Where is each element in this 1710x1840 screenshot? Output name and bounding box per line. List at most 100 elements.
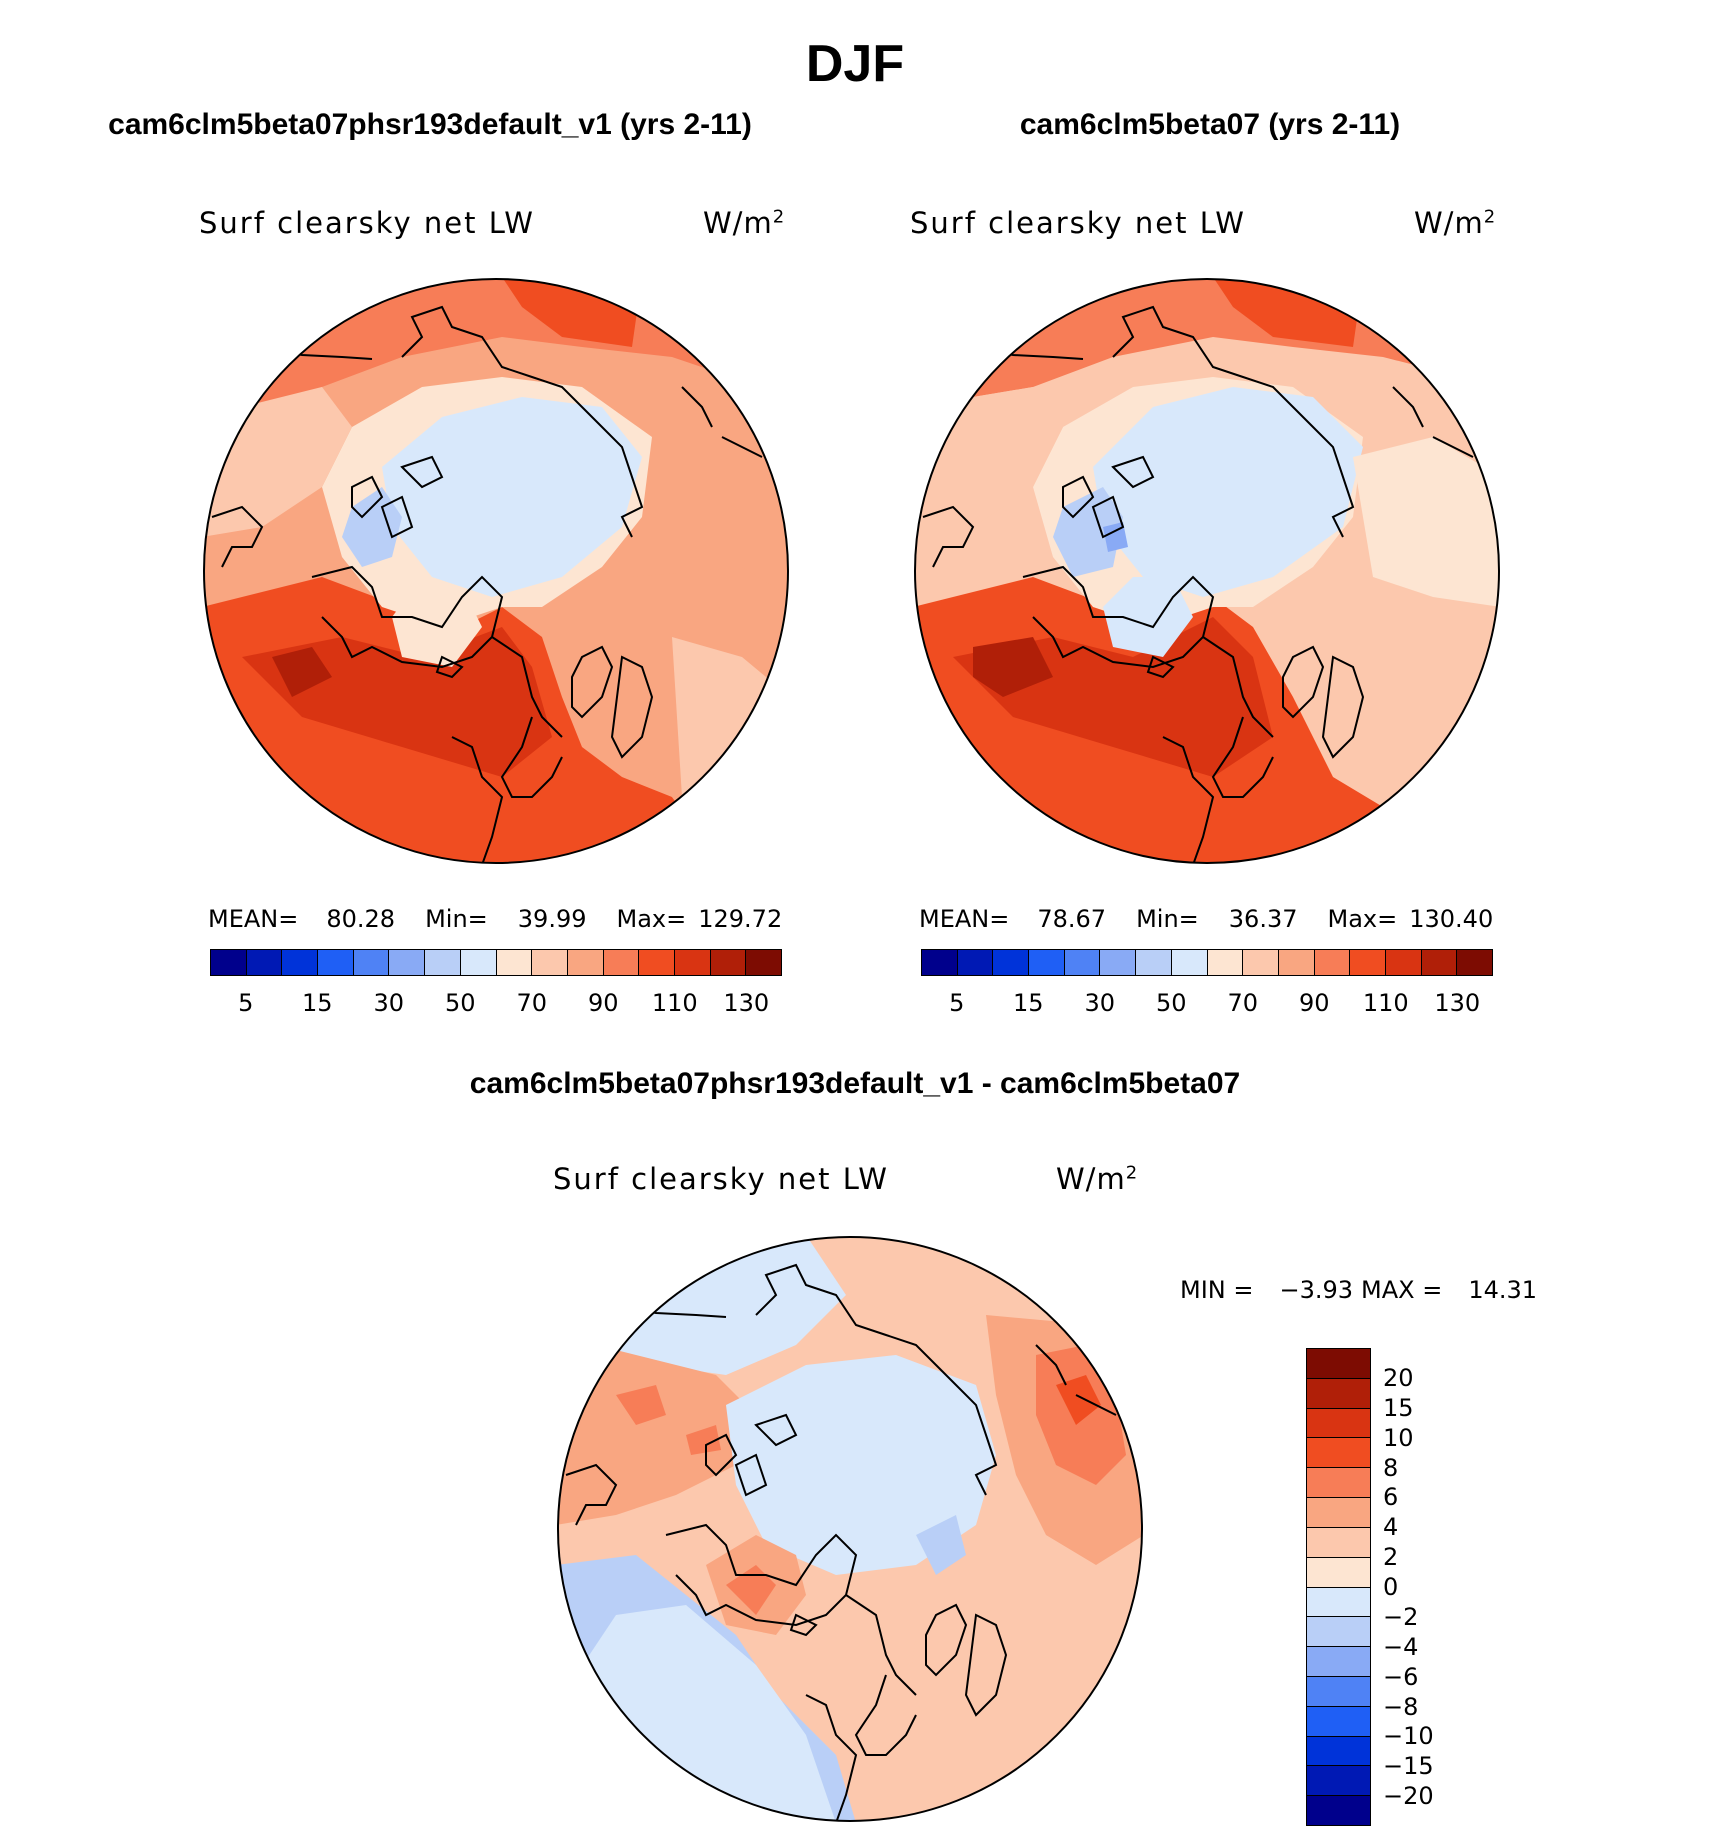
panel-2-colorbar-swatch bbox=[1135, 950, 1171, 975]
panel-1-colorbar-swatch bbox=[745, 950, 781, 975]
panel-3-units-label: W/m2 bbox=[1056, 1162, 1139, 1196]
panel-1-colorbar-tick-label: 5 bbox=[238, 989, 254, 1017]
panel-3-colorbar-tick-label: −15 bbox=[1383, 1752, 1434, 1781]
panel-2-colorbar-tick-label: 90 bbox=[1298, 989, 1330, 1017]
panel-2-map-border bbox=[914, 278, 1500, 864]
panel-2-field-arctic-ocean bbox=[1093, 387, 1363, 597]
panel-1-coastlines bbox=[211, 305, 763, 863]
panel-2-field-central-asia bbox=[1353, 437, 1499, 607]
panel-2-field-atlantic-peak bbox=[973, 637, 1053, 697]
panel-2-field-archipelago-core bbox=[1103, 522, 1128, 552]
panel-1-colorbar-swatch bbox=[388, 950, 425, 975]
panel-2-units-label: W/m2 bbox=[1414, 206, 1497, 240]
panel-1-colorbar-swatch bbox=[602, 950, 639, 975]
panel-2-colorbar-swatch bbox=[956, 950, 993, 975]
panel-3-colorbar-tick-label: −2 bbox=[1383, 1602, 1419, 1631]
panel-3-colorbar-tick-label: 10 bbox=[1383, 1423, 1414, 1452]
panel-3-colorbar-ticks: 20 15 10 8 6 4 2 0 −2 −4 −6 −8 −10 −15 −20 bbox=[1383, 1348, 1463, 1826]
panel-3-colorbar-swatch bbox=[1307, 1705, 1370, 1736]
panel-1-colorbar-ticks: 5 15 30 50 70 90 110 130 bbox=[210, 989, 782, 1019]
panel-3-map-border bbox=[557, 1236, 1143, 1822]
panel-1-colorbar-tick-label: 110 bbox=[651, 989, 698, 1017]
panel-3-coastlines bbox=[565, 1263, 1117, 1821]
panel-1-colorbar-tick-label: 50 bbox=[444, 989, 476, 1017]
panel-3-field-arctic-ocean bbox=[726, 1355, 996, 1575]
panel-3-colorbar-swatch bbox=[1307, 1616, 1370, 1647]
panel-3-field-arctic-negative bbox=[916, 1515, 966, 1575]
panel-2-colorbar-tick-label: 110 bbox=[1362, 989, 1409, 1017]
panel-3-minmax: MIN = −3.93 MAX = 14.31 bbox=[1180, 1276, 1538, 1304]
panel-1-colorbar bbox=[210, 949, 782, 976]
panel-3-colorbar-swatch bbox=[1307, 1795, 1370, 1825]
panel-2-map bbox=[914, 278, 1500, 864]
panel-2-colorbar-tick-label: 130 bbox=[1434, 989, 1481, 1017]
panel-2-colorbar-tick-label: 30 bbox=[1084, 989, 1116, 1017]
panel-3-colorbar-swatch bbox=[1307, 1437, 1370, 1468]
panel-2-colorbar-swatch bbox=[1242, 950, 1278, 975]
panel-1-colorbar-swatch bbox=[352, 950, 389, 975]
panel-3-colorbar-tick-label: 0 bbox=[1383, 1573, 1399, 1601]
panel-3-field-europe bbox=[906, 1625, 1016, 1795]
panel-3-colorbar-tick-label: −6 bbox=[1383, 1662, 1419, 1691]
panel-3-colorbar-swatch bbox=[1307, 1586, 1370, 1617]
panel-2-field-archipelago bbox=[1053, 487, 1123, 577]
panel-1-field-archipelago bbox=[342, 487, 402, 567]
panel-3-field-siberia bbox=[558, 1335, 756, 1525]
panel-3-colorbar-tick-label: 6 bbox=[1383, 1483, 1399, 1512]
panel-1-colorbar-tick-label: 130 bbox=[723, 989, 770, 1017]
panel-1-field-eastern-europe bbox=[672, 637, 788, 863]
panel-3-field-east-core bbox=[1056, 1375, 1101, 1425]
panel-1-colorbar-swatch bbox=[424, 950, 460, 975]
panel-3-colorbar-swatch bbox=[1307, 1735, 1370, 1766]
panel-3-colorbar-tick-label: −10 bbox=[1383, 1722, 1434, 1751]
panel-2-colorbar bbox=[921, 949, 1493, 976]
panel-2-stats: MEAN= 78.67 Min= 36.37 Max= 130.40 bbox=[919, 905, 1494, 933]
panel-1-units-label: W/m2 bbox=[703, 206, 786, 240]
panel-3-colorbar-tick-label: −4 bbox=[1383, 1632, 1419, 1661]
panel-3-map bbox=[557, 1236, 1143, 1822]
panel-2-colorbar-tick-label: 50 bbox=[1155, 989, 1187, 1017]
panel-1-variable-label: Surf clearsky net LW bbox=[199, 206, 535, 240]
panel-1-colorbar-swatch bbox=[673, 950, 710, 975]
panel-3-colorbar-swatch bbox=[1307, 1497, 1370, 1527]
panel-2-colorbar-swatch bbox=[1170, 950, 1207, 975]
panel-3-colorbar-swatch bbox=[1307, 1526, 1370, 1557]
panel-1-title: cam6clm5beta07phsr193default_v1 (yrs 2-1… bbox=[108, 108, 752, 141]
panel-1-colorbar-swatch bbox=[531, 950, 567, 975]
panel-3-colorbar-swatch bbox=[1307, 1377, 1370, 1408]
panel-1-colorbar-swatch bbox=[317, 950, 353, 975]
panel-2-colorbar-ticks: 5 15 30 50 70 90 110 130 bbox=[921, 989, 1493, 1019]
panel-3-variable-label: Surf clearsky net LW bbox=[553, 1162, 889, 1196]
panel-3-colorbar-tick-label: −8 bbox=[1383, 1692, 1419, 1721]
panel-1-colorbar-tick-label: 15 bbox=[301, 989, 333, 1017]
panel-3-colorbar-swatch bbox=[1307, 1675, 1370, 1706]
panel-2-colorbar-swatch bbox=[1099, 950, 1136, 975]
figure-title: DJF bbox=[805, 35, 905, 93]
panel-2-field-greenland bbox=[1103, 577, 1193, 657]
panel-2-title: cam6clm5beta07 (yrs 2-11) bbox=[1019, 108, 1401, 141]
panel-2-colorbar-swatch bbox=[1063, 950, 1100, 975]
panel-1-colorbar-swatch bbox=[638, 950, 674, 975]
panel-1-stats: MEAN= 80.28 Min= 39.99 Max= 129.72 bbox=[208, 905, 783, 933]
panel-2-variable-label: Surf clearsky net LW bbox=[910, 206, 1246, 240]
panel-3-colorbar-tick-label: 4 bbox=[1383, 1513, 1399, 1542]
panel-2-colorbar-swatch bbox=[1313, 950, 1350, 975]
panel-2-colorbar-swatch bbox=[1384, 950, 1421, 975]
panel-3-colorbar-swatch bbox=[1307, 1646, 1370, 1676]
panel-1-colorbar-swatch bbox=[566, 950, 603, 975]
panel-1-colorbar-tick-label: 30 bbox=[373, 989, 405, 1017]
panel-2-colorbar-tick-label: 15 bbox=[1012, 989, 1044, 1017]
panel-1-map-border bbox=[203, 278, 789, 864]
panel-3-colorbar-tick-label: 15 bbox=[1383, 1393, 1414, 1422]
panel-2-colorbar-swatch bbox=[992, 950, 1029, 975]
panel-1-field-atlantic-peak bbox=[272, 647, 332, 697]
panel-3-colorbar-tick-label: 8 bbox=[1383, 1453, 1399, 1482]
panel-2-colorbar-swatch bbox=[1349, 950, 1385, 975]
panel-1-colorbar-swatch bbox=[211, 950, 246, 975]
panel-1-colorbar-swatch bbox=[459, 950, 496, 975]
panel-2-colorbar-swatch bbox=[1277, 950, 1314, 975]
panel-3-colorbar-tick-label: 20 bbox=[1383, 1363, 1414, 1392]
panel-2-colorbar-tick-label: 70 bbox=[1227, 989, 1259, 1017]
panel-1-colorbar-swatch bbox=[495, 950, 532, 975]
panel-3-field-siberia-peaks bbox=[616, 1385, 776, 1455]
